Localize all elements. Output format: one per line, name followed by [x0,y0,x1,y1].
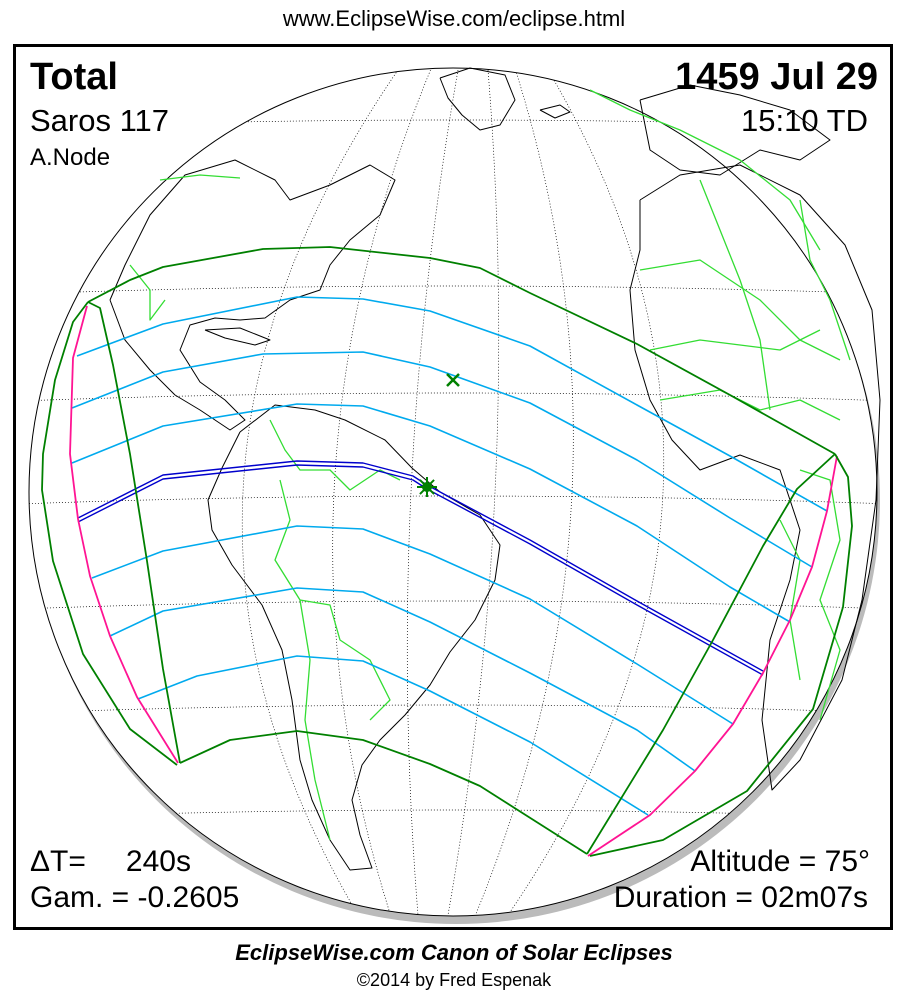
latitude-line [29,704,877,714]
source-url: www.EclipseWise.com/eclipse.html [282,6,626,31]
country-border [299,599,331,841]
country-border [779,519,801,681]
partial-magnitude-line [109,587,696,772]
southern-penumbral-limit [179,730,588,855]
country-border [659,389,841,421]
latitude-line [29,600,877,610]
country-border [639,259,841,361]
eastern-outer-limit [589,453,853,857]
footer-copyright: ©2014 by Fred Espenak [356,970,552,990]
partial-magnitude-line [91,525,734,725]
iceland-coast [539,104,571,119]
country-border [799,199,851,361]
europe-coast [639,84,831,176]
rise-set-curve-east [587,455,838,857]
gamma-value: Gam. = -0.2605 [30,881,240,914]
meridian-line [475,69,574,916]
altitude-value: Altitude = 75° [690,845,870,878]
globe-outline [28,67,878,917]
partial-magnitude-line [137,655,649,816]
x-mark-icon [446,373,460,387]
meridian-line [332,69,431,916]
country-border [274,479,391,721]
footer-title: EclipseWise.com Canon of Solar Eclipses [235,940,673,965]
node-type: A.Node [30,144,111,171]
delta-t-label: ΔT= [30,845,86,878]
country-border [129,264,166,321]
north-america-coast [109,159,396,431]
latitude-line [29,495,877,505]
country-border [269,419,401,491]
western-inner-limit [87,301,181,764]
latitude-line [29,392,877,402]
latitude-line [29,285,877,295]
eclipse-type: Total [30,56,118,98]
africa-coast [629,164,881,791]
eclipse-date: 1459 Jul 29 [675,56,878,98]
country-border [159,174,241,181]
delta-t: ΔT= 240s [30,845,191,879]
central-path-south-limit [77,464,764,676]
central-path-north-limit [77,460,764,672]
greenland-coast [439,67,516,131]
eclipse-time: 15:10 TD [741,103,868,138]
meridian-line [406,69,459,916]
northern-penumbral-limit [87,246,836,455]
partial-magnitude-line [76,296,828,512]
duration-value: Duration = 02m07s [613,881,868,914]
eastern-inner-limit [586,453,836,855]
cuba-coast [204,327,271,346]
country-border [699,179,771,411]
western-outer-limit [41,301,178,766]
partial-magnitude-line [71,403,791,623]
delta-t-value: 240s [125,845,191,878]
partial-magnitude-line [71,351,813,568]
map-frame [13,44,893,930]
country-border [799,469,841,721]
saros-number: Saros 117 [30,103,170,138]
south-america-coast [207,404,501,871]
rise-set-curve-west [69,305,179,764]
country-border [589,89,821,251]
meridian-line [507,69,665,916]
meridian-line [241,69,399,916]
star-icon [422,482,432,492]
country-border [649,329,821,351]
